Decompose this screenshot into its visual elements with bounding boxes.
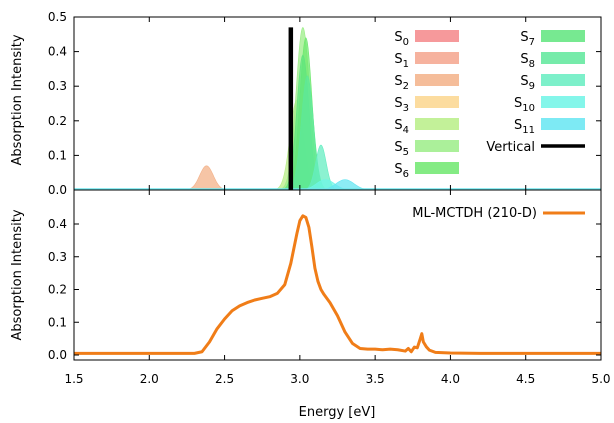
- legend-label: S7: [520, 30, 535, 48]
- top-y-tick-label: 0.2: [48, 114, 67, 128]
- legend-item-vertical: Vertical: [486, 140, 585, 155]
- x-tick-label: 2.5: [215, 372, 234, 386]
- x-tick-label: 3.5: [366, 372, 385, 386]
- legend-label-ml-mctdh: ML-MCTDH (210-D): [412, 206, 537, 221]
- top-y-tick-label: 0.4: [48, 45, 67, 59]
- top-y-ticks: 0.0 0.1 0.2 0.3 0.4 0.5: [48, 10, 602, 197]
- x-tick-label: 2.0: [140, 372, 159, 386]
- legend-label: Vertical: [486, 140, 535, 155]
- x-axis-label: Energy [eV]: [299, 405, 376, 420]
- series-line-ml-mctdh: [74, 214, 601, 355]
- legend-label: S10: [514, 96, 535, 114]
- legend-item-s2: S2: [394, 74, 459, 92]
- legend-label: S0: [394, 30, 409, 48]
- top-y-tick-label: 0.5: [48, 10, 67, 24]
- x-tick-label: 4.0: [441, 372, 460, 386]
- legend-item-s0: S0: [394, 30, 459, 48]
- legend-item-s5: S5: [394, 140, 459, 158]
- legend-swatch: [415, 52, 459, 64]
- legend-item-s4: S4: [394, 118, 459, 136]
- bottom-y-tick-label: 0.3: [48, 250, 67, 264]
- bottom-x-ticks: 1.5 2.0 2.5 3.0 3.5 4.0 4.5 5.0: [64, 190, 611, 386]
- legend-swatch: [541, 96, 585, 108]
- legend-swatch: [415, 118, 459, 130]
- legend-swatch: [541, 118, 585, 130]
- bottom-y-tick-label: 0.4: [48, 217, 67, 231]
- top-y-axis-label: Absorption Intensity: [10, 34, 25, 165]
- x-tick-label: 1.5: [64, 372, 83, 386]
- legend-item-s10: S10: [514, 96, 585, 114]
- top-y-tick-label: 0.3: [48, 79, 67, 93]
- top-panel: 0.00.10.20.30.40.5 S0S1S2S3S4S5S6S7S8S9S…: [10, 10, 602, 197]
- legend-swatch: [415, 30, 459, 42]
- legend-item-s1: S1: [394, 52, 459, 70]
- bottom-series-line: [74, 214, 601, 355]
- top-legend: S0 S1 S2 S3 S4 S5 S6 S7 S8 S9 S10 S11 Vertical: [394, 30, 585, 180]
- legend-swatch: [415, 74, 459, 86]
- legend-swatch: [541, 74, 585, 86]
- legend-label: S8: [520, 52, 535, 70]
- x-tick-label: 5.0: [591, 372, 610, 386]
- legend-label: S4: [394, 118, 409, 136]
- legend-swatch: [541, 30, 585, 42]
- legend-item-s7: S7: [520, 30, 585, 48]
- legend-item-s11: S11: [514, 118, 585, 136]
- legend-item-s8: S8: [520, 52, 585, 70]
- bottom-y-ticks: 0.0 0.1 0.2 0.3 0.4: [48, 217, 601, 362]
- legend-label: S11: [514, 118, 535, 136]
- legend-item-s9: S9: [520, 74, 585, 92]
- legend-label: S1: [394, 52, 409, 70]
- bottom-plot-frame: [73, 189, 602, 361]
- bottom-y-tick-label: 0.1: [48, 315, 67, 329]
- legend-label: S9: [520, 74, 535, 92]
- top-y-tick-label: 0.1: [48, 148, 67, 162]
- legend-label: S3: [394, 96, 409, 114]
- legend-item-s6: S6: [394, 162, 459, 180]
- legend-item-s3: S3: [394, 96, 459, 114]
- x-tick-label: 3.0: [290, 372, 309, 386]
- legend-label: S6: [394, 162, 409, 180]
- legend-swatch: [415, 140, 459, 152]
- bottom-legend: ML-MCTDH (210-D): [412, 206, 585, 221]
- legend-label: S2: [394, 74, 409, 92]
- x-tick-label: 4.5: [516, 372, 535, 386]
- legend-swatch: [415, 162, 459, 174]
- top-y-tick-label: 0.0: [48, 183, 67, 197]
- legend-swatch: [541, 52, 585, 64]
- bottom-y-tick-label: 0.2: [48, 283, 67, 297]
- bottom-panel: 0.0 0.1 0.2 0.3 0.4 1.5 2.0 2.5 3.0 3.5 4.0 4.5 5.0…: [10, 189, 611, 420]
- bottom-y-axis-label: Absorption Intensity: [10, 209, 25, 340]
- legend-label: S5: [394, 140, 409, 158]
- bottom-y-tick-label: 0.0: [48, 348, 67, 362]
- legend-swatch: [415, 96, 459, 108]
